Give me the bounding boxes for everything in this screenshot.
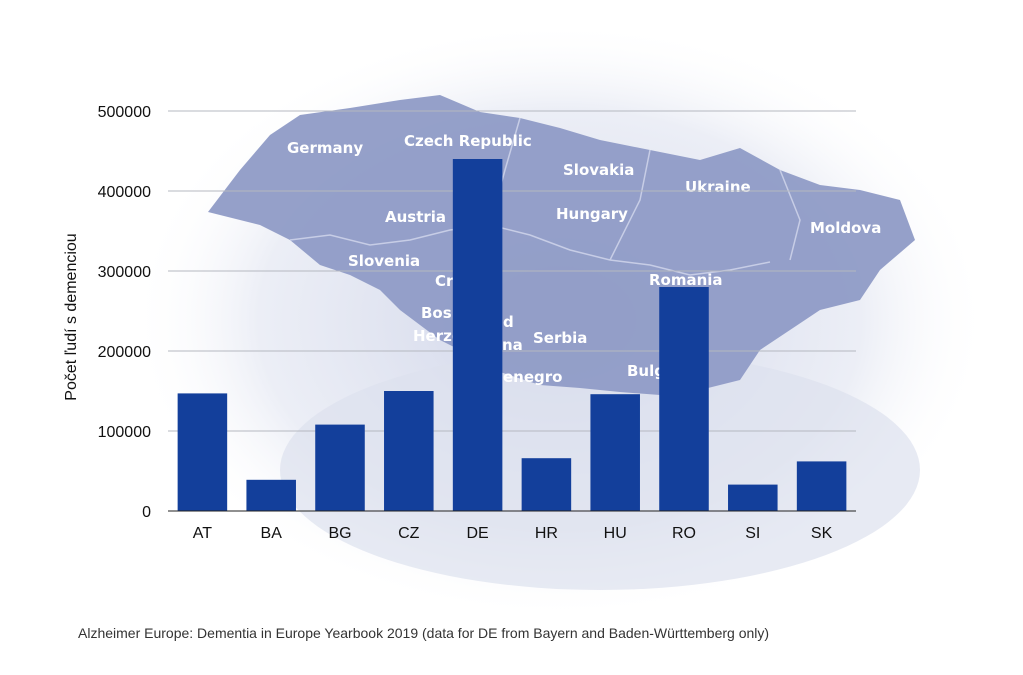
map-label: enegro bbox=[503, 368, 562, 386]
map-label: Bulg bbox=[627, 362, 665, 380]
map-label: Romania bbox=[649, 271, 723, 289]
y-axis-title: Počet ľudí s demenciou bbox=[63, 233, 80, 400]
map-label: Bos bbox=[421, 304, 452, 322]
bar-sk bbox=[796, 461, 847, 511]
x-tick-label: SK bbox=[811, 525, 833, 542]
y-tick-label: 100000 bbox=[98, 424, 151, 441]
bar-hu bbox=[590, 394, 640, 511]
map-label: Cr bbox=[435, 272, 454, 290]
bar-ro bbox=[659, 287, 709, 511]
map-label: na bbox=[502, 336, 523, 354]
x-tick-label: BA bbox=[261, 525, 283, 542]
bar-de bbox=[452, 159, 503, 511]
map-label: Moldova bbox=[810, 219, 881, 237]
x-tick-label: RO bbox=[672, 525, 696, 542]
map-label: Herze bbox=[413, 327, 462, 345]
x-tick-label: HR bbox=[535, 525, 558, 542]
y-tick-label: 500000 bbox=[98, 104, 151, 121]
y-tick-label: 0 bbox=[142, 504, 151, 521]
chart-area: Germany Czech Republic Slovakia Ukraine … bbox=[63, 20, 990, 610]
x-axis-ticks: AT BA BG CZ DE HR HU RO SI SK bbox=[193, 525, 833, 542]
x-tick-label: CZ bbox=[398, 525, 420, 542]
bar-hr bbox=[521, 458, 572, 511]
map-label: Serbia bbox=[533, 329, 587, 347]
map-label: d bbox=[503, 313, 514, 331]
bar-cz bbox=[384, 391, 434, 511]
map-label: Germany bbox=[287, 139, 363, 157]
bars bbox=[177, 159, 847, 511]
map-label: Hungary bbox=[556, 205, 628, 223]
y-tick-label: 400000 bbox=[98, 184, 151, 201]
bar-bg bbox=[315, 424, 365, 511]
map-label: Slovakia bbox=[563, 161, 634, 179]
bar-ba bbox=[246, 479, 296, 511]
map-label: Slovenia bbox=[348, 252, 420, 270]
x-tick-label: HU bbox=[604, 525, 627, 542]
map-label: Czech Republic bbox=[404, 132, 532, 150]
map-background: Germany Czech Republic Slovakia Ukraine … bbox=[130, 20, 990, 610]
gridlines bbox=[168, 110, 856, 432]
map-label: Ukraine bbox=[685, 178, 751, 196]
x-tick-label: SI bbox=[745, 525, 760, 542]
x-tick-label: AT bbox=[193, 525, 212, 542]
y-axis-ticks: 0 100000 200000 300000 400000 500000 bbox=[98, 104, 151, 521]
bar-si bbox=[728, 484, 778, 511]
bar-at bbox=[177, 393, 228, 511]
y-tick-label: 300000 bbox=[98, 264, 151, 281]
y-tick-label: 200000 bbox=[98, 344, 151, 361]
x-tick-label: DE bbox=[466, 525, 488, 542]
source-note: Alzheimer Europe: Dementia in Europe Yea… bbox=[78, 625, 770, 641]
map-label: Austria bbox=[385, 208, 446, 226]
x-tick-label: BG bbox=[328, 525, 351, 542]
